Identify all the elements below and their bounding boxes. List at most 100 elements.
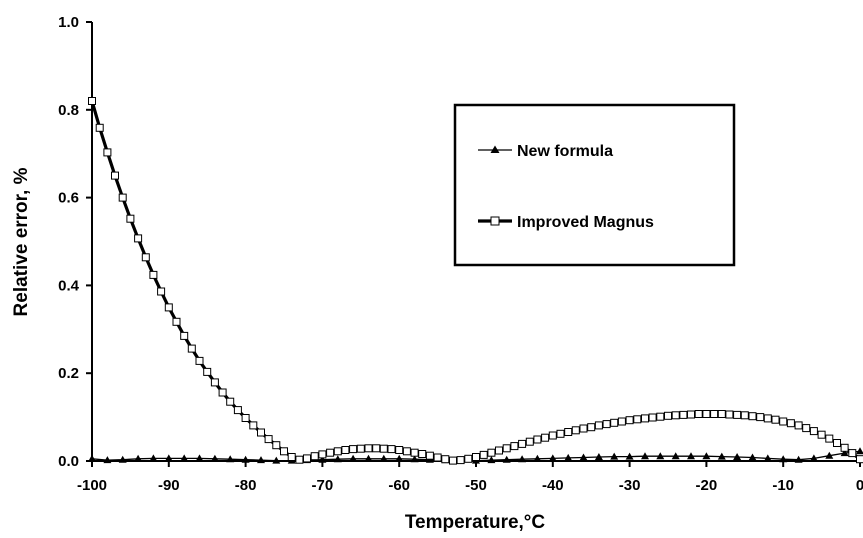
data-point (134, 454, 143, 462)
data-point (725, 410, 734, 419)
y-tick-label: 0.8 (58, 102, 79, 119)
data-point (625, 452, 634, 460)
data-point (848, 449, 857, 458)
data-point (349, 454, 358, 462)
data-point (195, 356, 204, 365)
data-point (833, 439, 841, 447)
data-point (395, 446, 404, 454)
data-point (272, 456, 281, 464)
data-point (272, 441, 281, 450)
data-point (195, 454, 204, 462)
data-point (226, 455, 235, 463)
data-point (364, 444, 373, 453)
data-point (748, 412, 757, 421)
data-point (694, 410, 703, 418)
data-point (310, 452, 319, 461)
data-point (687, 452, 695, 460)
data-point (664, 411, 672, 420)
data-point (541, 433, 550, 442)
data-point (180, 454, 189, 462)
y-tick-label: 0.2 (58, 365, 79, 382)
data-point (641, 452, 649, 460)
data-point (210, 378, 219, 387)
data-point (210, 454, 219, 462)
y-tick-label: 0.4 (58, 277, 80, 294)
x-tick-label: -70 (312, 477, 334, 494)
data-point (556, 429, 565, 438)
x-tick-label: -40 (542, 477, 564, 494)
data-point (318, 450, 327, 459)
x-tick-label: -60 (388, 477, 410, 494)
data-point (825, 451, 834, 459)
data-point (733, 453, 742, 460)
data-point (533, 454, 542, 462)
y-tick-label: 0.0 (58, 453, 79, 470)
data-point (502, 444, 511, 453)
data-point (594, 421, 603, 430)
legend-box (453, 103, 736, 267)
data-point (564, 428, 573, 436)
y-tick-label: 1.0 (58, 14, 79, 31)
data-point (118, 193, 127, 202)
x-tick-label: -50 (465, 477, 487, 494)
data-point (149, 270, 158, 279)
data-point (717, 452, 726, 460)
data-point (809, 427, 818, 436)
data-point (449, 456, 457, 465)
data-point (710, 410, 719, 418)
data-point (257, 428, 265, 437)
data-point (164, 303, 173, 312)
data-point (548, 454, 557, 462)
data-point (418, 450, 427, 458)
data-point (856, 447, 863, 455)
data-point (149, 454, 158, 462)
data-point (118, 455, 127, 463)
data-point (134, 234, 143, 243)
data-point (333, 455, 342, 463)
x-tick-label: -100 (77, 477, 107, 494)
data-point (95, 123, 104, 132)
data-point (825, 434, 834, 443)
data-point (610, 452, 619, 460)
x-tick-label: -30 (619, 477, 641, 494)
data-point (395, 454, 404, 462)
data-point (763, 414, 772, 423)
data-point (318, 455, 327, 463)
data-point (510, 442, 519, 451)
data-point (103, 456, 112, 464)
legend-label-improved-magnus: Improved Magnus (517, 214, 654, 231)
data-point (402, 447, 411, 456)
series-improved-magnus (88, 97, 863, 465)
data-point (425, 451, 434, 460)
data-point (756, 413, 765, 422)
data-point (326, 448, 335, 457)
data-point (157, 287, 166, 296)
data-point (779, 417, 788, 426)
data-point (794, 455, 803, 463)
data-point (802, 424, 811, 433)
data-point (763, 454, 772, 462)
data-point (372, 444, 381, 453)
data-point (187, 344, 196, 353)
x-tick-label: -90 (158, 477, 180, 494)
data-point (587, 423, 596, 432)
data-point (487, 456, 496, 464)
data-point (456, 456, 465, 465)
x-tick-label: 0 (856, 477, 863, 494)
data-point (533, 435, 542, 444)
data-point (218, 388, 227, 397)
data-point (648, 413, 657, 422)
x-tick-label: -80 (235, 477, 257, 494)
data-point (287, 453, 296, 461)
data-point (579, 424, 588, 433)
legend: New formula Improved Magnus (453, 103, 736, 267)
data-point (702, 410, 711, 418)
data-point (349, 445, 358, 454)
data-point (525, 437, 534, 446)
data-point (671, 411, 680, 420)
data-point (303, 454, 311, 463)
data-point (88, 454, 96, 462)
data-point (771, 415, 780, 424)
data-point (633, 415, 642, 424)
